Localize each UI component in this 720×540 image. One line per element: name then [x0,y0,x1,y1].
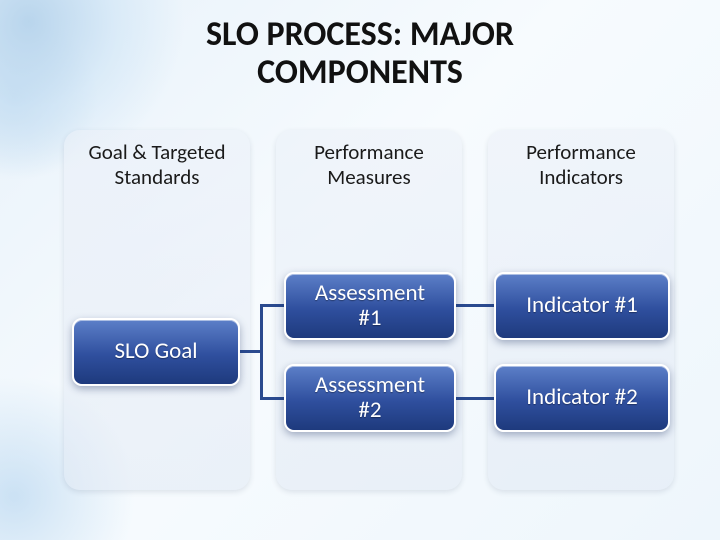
node-label-l1: Assessment [315,373,425,398]
title-line-1: SLO PROCESS: MAJOR [0,16,720,54]
connector-line [456,397,494,400]
connector-line [260,397,284,400]
node-assessment-1: Assessment #1 [284,272,456,340]
column-header: Performance Measures [276,130,462,190]
column-header: Goal & Targeted Standards [64,130,250,190]
node-label-l1: Assessment [315,281,425,306]
connector-line [456,304,494,307]
node-label-l2: #2 [315,398,425,423]
node-label: Assessment #1 [315,281,425,332]
column-header-line-1: Performance [500,140,662,165]
connector-line [260,304,284,307]
column-goal-standards: Goal & Targeted Standards [64,130,250,490]
node-label: Indicator #1 [526,293,638,318]
node-indicator-2: Indicator #2 [494,364,670,432]
column-header-line-2: Measures [288,165,450,190]
title-line-2: COMPONENTS [0,54,720,92]
column-header-line-2: Standards [76,165,238,190]
column-header-line-1: Performance [288,140,450,165]
connector-line [260,304,263,400]
node-label: Assessment #2 [315,373,425,424]
node-label: Indicator #2 [526,385,638,410]
node-assessment-2: Assessment #2 [284,364,456,432]
column-header-line-1: Goal & Targeted [76,140,238,165]
connector-line [240,350,262,353]
node-label-l2: #1 [315,306,425,331]
column-header: Performance Indicators [488,130,674,190]
node-slo-goal: SLO Goal [72,318,240,386]
node-label: SLO Goal [114,339,197,364]
column-header-line-2: Indicators [500,165,662,190]
node-indicator-1: Indicator #1 [494,272,670,340]
slide-title: SLO PROCESS: MAJOR COMPONENTS [0,16,720,92]
